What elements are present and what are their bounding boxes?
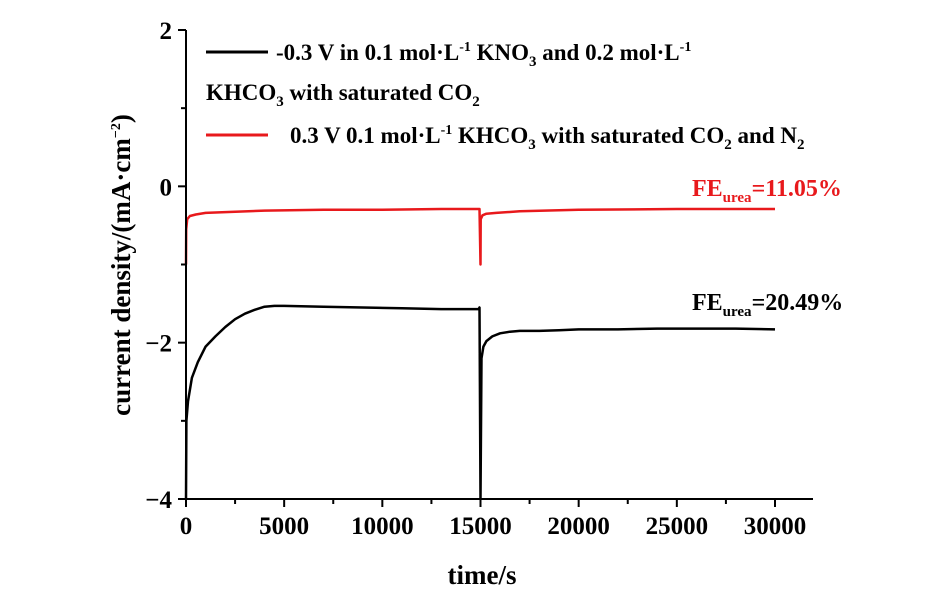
x-axis-title: time/s	[448, 560, 517, 590]
fe-annotation-red: FEurea=11.05%	[692, 176, 842, 206]
x-tick-label: 15000	[449, 513, 512, 540]
x-tick-label: 10000	[351, 513, 414, 540]
x-ticks: 0 5000 10000 15000 20000 25000 30000	[180, 499, 807, 540]
x-tick-label: 30000	[744, 513, 807, 540]
legend: -0.3 V in 0.1 mol·L-1 KNO3 and 0.2 mol·L…	[206, 40, 804, 153]
legend-label-black-line2: KHCO3 with saturated CO2	[206, 80, 480, 110]
y-tick-label: −2	[145, 331, 172, 358]
y-tick-label: −4	[145, 487, 172, 514]
x-tick-label: 25000	[646, 513, 709, 540]
plot-area: 0 5000 10000 15000 20000 25000 30000 2 0 −2 −4	[145, 18, 813, 540]
series-line-black	[184, 304, 776, 501]
y-axis-title: current density/(mA·cm−2)	[106, 114, 136, 416]
series-line-red	[184, 207, 775, 266]
x-tick-label: 20000	[547, 513, 610, 540]
y-ticks: 2 0 −2 −4	[145, 18, 186, 514]
fe-annotation-black: FEurea=20.49%	[692, 290, 843, 320]
series-layer	[184, 207, 776, 501]
y-tick-label: 2	[160, 18, 173, 45]
legend-label-red: 0.3 V 0.1 mol·L-1 KHCO3 with saturated C…	[290, 123, 804, 153]
legend-label-black-line1: -0.3 V in 0.1 mol·L-1 KNO3 and 0.2 mol·L…	[276, 40, 691, 70]
x-tick-label: 5000	[259, 513, 309, 540]
x-tick-label: 0	[180, 513, 193, 540]
y-tick-label: 0	[160, 174, 173, 201]
